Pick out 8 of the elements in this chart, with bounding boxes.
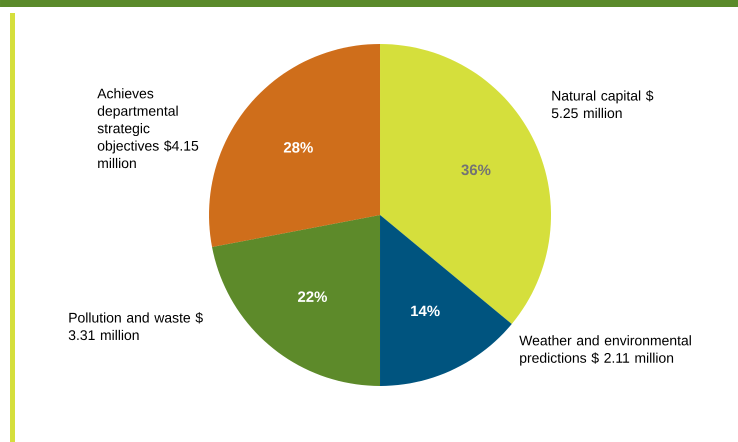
data-label: 14% (411, 306, 440, 316)
data-label: 28% (284, 142, 313, 153)
slice-label: Weather and environmental predictions $ 2.11 million (519, 335, 691, 366)
slice-label: Natural capital $ 5.25 million (552, 90, 654, 118)
slice-label: Achieves departmental strategic objectives $4.15 million (97, 88, 198, 168)
data-label: 22% (298, 291, 327, 302)
data-label: 36% (461, 164, 490, 176)
slice-label: Pollution and waste $ 3.31 million (68, 312, 203, 340)
